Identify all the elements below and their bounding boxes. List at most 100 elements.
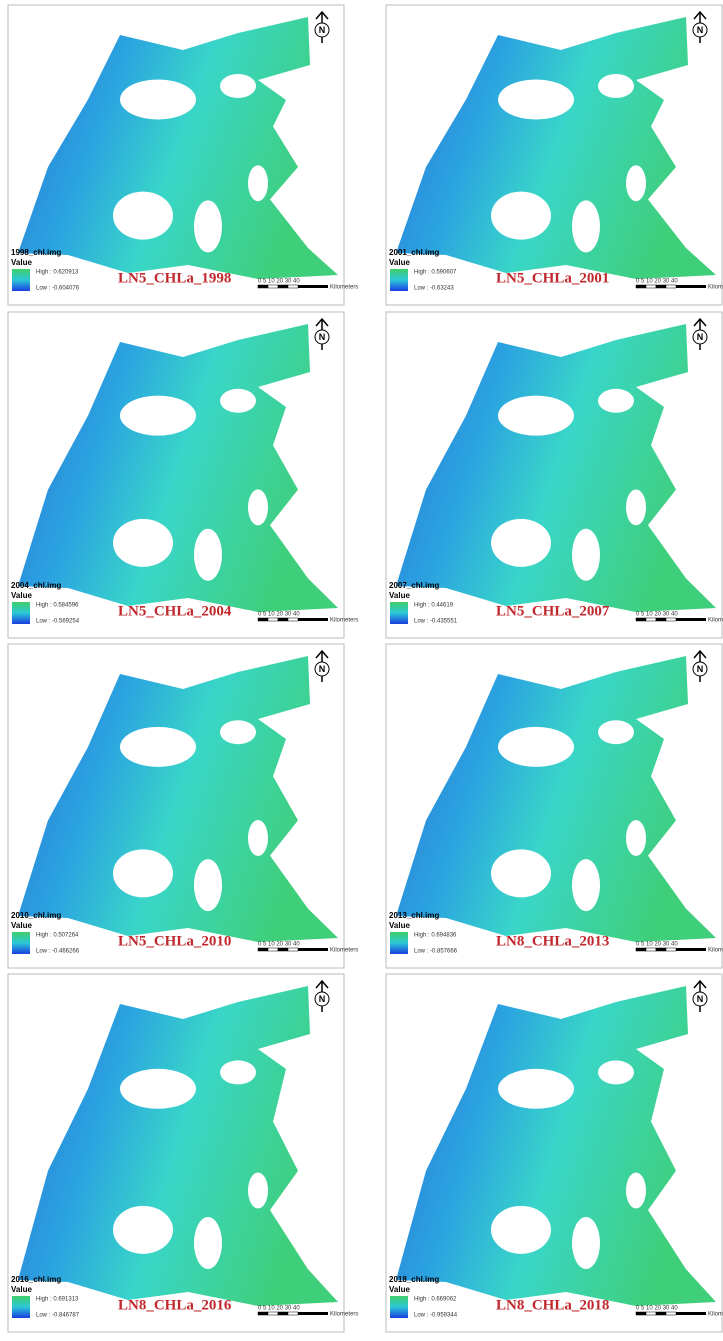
- scale-labels: 0 5 10 20 30 40: [636, 279, 678, 285]
- scale-segment: [278, 618, 288, 621]
- map-title: LN5_CHLa_1998: [118, 270, 231, 286]
- land: [598, 720, 634, 744]
- scale-segment: [278, 948, 288, 951]
- scale-segment: [298, 618, 328, 621]
- scale-unit: Kilometers: [330, 948, 358, 954]
- legend-high: High : 0.584596: [36, 603, 79, 609]
- scale-segment: [666, 285, 676, 288]
- legend-low: Low : -0.857666: [414, 949, 458, 955]
- map-panel: N2018_chl.imgValueHigh : 0.669062Low : -…: [386, 974, 723, 1332]
- scale-unit: Kilometers: [708, 285, 723, 291]
- land: [248, 1172, 268, 1208]
- scale-segment: [656, 948, 666, 951]
- north-label: N: [319, 664, 326, 674]
- scale-unit: Kilometers: [708, 948, 723, 954]
- scale-segment: [268, 1312, 278, 1315]
- map-title: LN5_CHLa_2007: [496, 603, 610, 619]
- color-ramp: [12, 269, 30, 291]
- north-label: N: [697, 664, 704, 674]
- value-heading: Value: [389, 921, 410, 930]
- legend-high: High : 0.620913: [36, 270, 79, 276]
- scale-segment: [288, 618, 298, 621]
- scale-segment: [288, 948, 298, 951]
- layer-name: 2004_chl.img: [11, 581, 61, 590]
- land: [194, 529, 222, 581]
- legend-low: Low : -0.959344: [414, 1313, 458, 1319]
- scale-segment: [646, 618, 656, 621]
- scale-unit: Kilometers: [708, 618, 723, 624]
- land: [572, 200, 600, 252]
- scale-segment: [268, 285, 278, 288]
- land: [113, 519, 173, 567]
- scale-segment: [656, 618, 666, 621]
- value-heading: Value: [389, 258, 410, 267]
- land: [120, 1069, 196, 1109]
- scale-segment: [666, 1312, 676, 1315]
- land: [120, 80, 196, 120]
- value-heading: Value: [11, 258, 32, 267]
- north-label: N: [697, 25, 704, 35]
- land: [498, 396, 574, 436]
- scale-segment: [298, 285, 328, 288]
- land: [248, 489, 268, 525]
- map-title: LN5_CHLa_2010: [118, 933, 231, 949]
- map-title: LN8_CHLa_2018: [496, 1297, 609, 1313]
- land: [498, 80, 574, 120]
- legend-high: High : 0.507264: [36, 933, 79, 939]
- value-heading: Value: [389, 591, 410, 600]
- land: [113, 849, 173, 897]
- scale-segment: [258, 285, 268, 288]
- land: [120, 396, 196, 436]
- legend-low: Low : -0.466266: [36, 949, 80, 955]
- land: [220, 1060, 256, 1084]
- map-panel: N2001_chl.imgValueHigh : 0.590607Low : -…: [386, 5, 723, 305]
- scale-segment: [636, 285, 646, 288]
- scale-segment: [676, 618, 706, 621]
- land: [120, 727, 196, 767]
- scale-labels: 0 5 10 20 30 40: [258, 612, 300, 618]
- value-heading: Value: [11, 921, 32, 930]
- north-label: N: [697, 332, 704, 342]
- figure: N1998_chl.imgValueHigh : 0.620913Low : -…: [0, 0, 723, 1336]
- legend-low: Low : -0.435551: [414, 619, 458, 625]
- land: [248, 165, 268, 201]
- land: [572, 529, 600, 581]
- scale-labels: 0 5 10 20 30 40: [258, 1306, 300, 1312]
- land: [498, 727, 574, 767]
- scale-segment: [646, 285, 656, 288]
- legend-low: Low : -0.604076: [36, 286, 80, 292]
- color-ramp: [390, 602, 408, 624]
- value-heading: Value: [11, 591, 32, 600]
- north-label: N: [319, 25, 326, 35]
- layer-name: 2010_chl.img: [11, 911, 61, 920]
- scale-segment: [298, 948, 328, 951]
- map-title: LN8_CHLa_2016: [118, 1297, 232, 1313]
- land: [626, 489, 646, 525]
- legend-high: High : 0.669062: [414, 1297, 457, 1303]
- land: [194, 200, 222, 252]
- map-title: LN5_CHLa_2004: [118, 603, 232, 619]
- scale-segment: [666, 618, 676, 621]
- scale-labels: 0 5 10 20 30 40: [636, 1306, 678, 1312]
- north-label: N: [319, 994, 326, 1004]
- legend-low: Low : -0.846787: [36, 1313, 80, 1319]
- land: [626, 1172, 646, 1208]
- scale-unit: Kilometers: [330, 1312, 358, 1318]
- scale-labels: 0 5 10 20 30 40: [258, 942, 300, 948]
- scale-segment: [656, 1312, 666, 1315]
- color-ramp: [12, 932, 30, 954]
- scale-segment: [646, 948, 656, 951]
- scale-labels: 0 5 10 20 30 40: [258, 279, 300, 285]
- land: [113, 192, 173, 240]
- land: [598, 74, 634, 98]
- map-title: LN5_CHLa_2001: [496, 270, 609, 286]
- land: [491, 1206, 551, 1254]
- land: [572, 1217, 600, 1269]
- layer-name: 1998_chl.img: [11, 248, 61, 257]
- land: [498, 1069, 574, 1109]
- land: [626, 820, 646, 856]
- scale-segment: [258, 618, 268, 621]
- scale-segment: [268, 618, 278, 621]
